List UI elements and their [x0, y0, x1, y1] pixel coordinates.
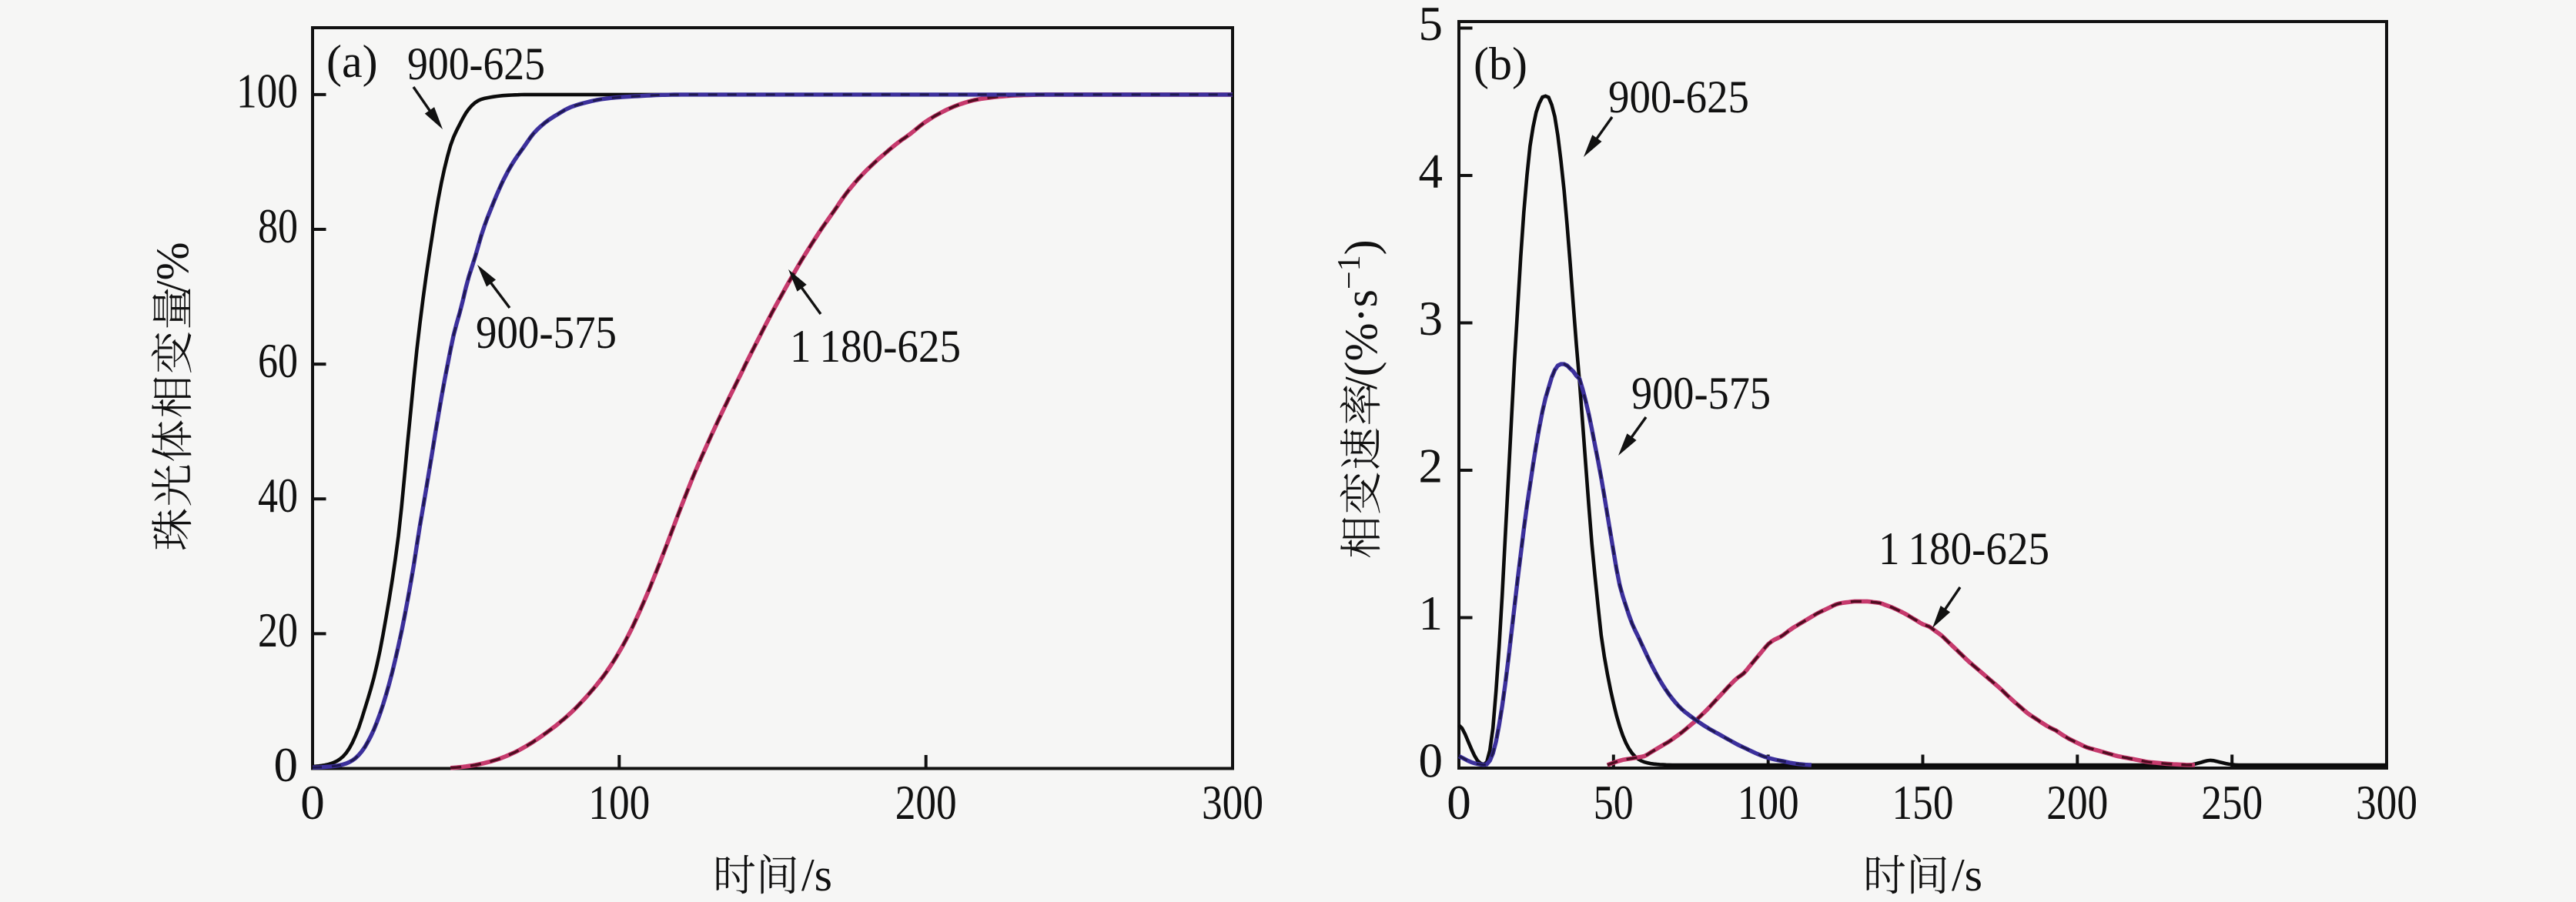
svg-text:1 180-625: 1 180-625	[1878, 523, 2049, 574]
svg-text:100: 100	[588, 776, 650, 830]
svg-text:/s: /s	[801, 850, 832, 898]
svg-text:5: 5	[1419, 0, 1444, 51]
svg-text:0: 0	[300, 776, 325, 830]
svg-text:250: 250	[2201, 776, 2263, 830]
svg-text:900-575: 900-575	[1631, 368, 1771, 419]
svg-text:80: 80	[258, 199, 298, 253]
svg-text:0: 0	[1419, 734, 1444, 788]
svg-text:300: 300	[1202, 776, 1263, 830]
svg-text:1: 1	[1419, 586, 1444, 640]
svg-text:40: 40	[258, 469, 298, 523]
svg-text:0: 0	[274, 738, 299, 792]
svg-text:/%: /%	[147, 242, 198, 293]
svg-text:900-625: 900-625	[1608, 72, 1749, 122]
svg-text:20: 20	[258, 603, 298, 657]
svg-text:(a): (a)	[326, 36, 378, 87]
svg-text:200: 200	[2046, 776, 2108, 830]
svg-text:200: 200	[895, 776, 957, 830]
svg-text:150: 150	[1892, 776, 1954, 830]
svg-text:300: 300	[2356, 776, 2417, 830]
svg-text:50: 50	[1594, 776, 1634, 830]
svg-text:900-625: 900-625	[407, 38, 545, 89]
svg-text:100: 100	[1738, 776, 1799, 830]
svg-text:4: 4	[1419, 145, 1444, 199]
svg-text:2: 2	[1419, 439, 1444, 493]
svg-text:60: 60	[258, 334, 298, 388]
svg-text:(b): (b)	[1474, 38, 1527, 89]
svg-text:0: 0	[1447, 776, 1471, 830]
svg-text:1 180-625: 1 180-625	[790, 321, 961, 372]
svg-text:100: 100	[236, 65, 298, 119]
svg-text:3: 3	[1419, 292, 1444, 346]
svg-text:/s: /s	[1952, 850, 1982, 898]
svg-text:900-575: 900-575	[476, 307, 617, 358]
